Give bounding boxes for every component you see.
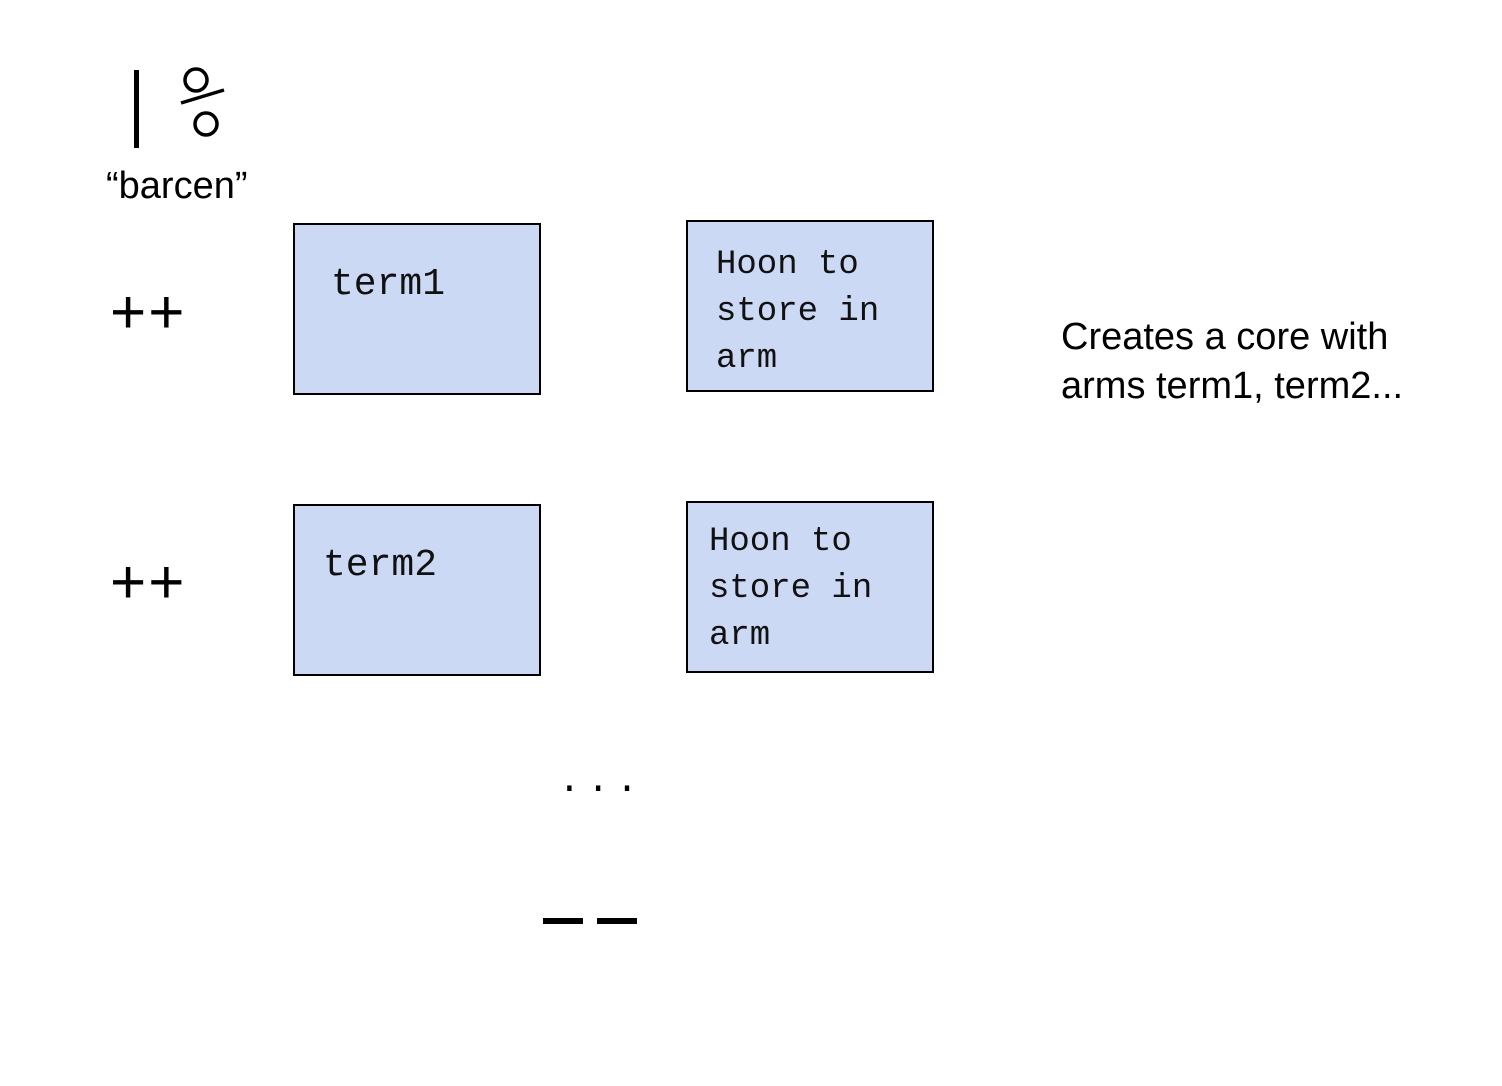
term-box-2: term2 [293, 504, 541, 676]
hoon-box-2: Hoon to store in arm [686, 501, 934, 673]
term-label-2: term2 [323, 544, 438, 587]
hoon-box-1: Hoon to store in arm [686, 220, 934, 392]
arm-marker-1: ++ [110, 278, 187, 347]
rune-bar-glyph [134, 70, 139, 148]
term-box-1: term1 [293, 223, 541, 395]
terminator-dash-1 [543, 918, 583, 924]
term-label-1: term1 [331, 263, 446, 306]
rune-name: “barcen” [106, 165, 248, 207]
terminator-dash-2 [597, 918, 637, 924]
rune-cen-glyph [180, 67, 225, 137]
description-text: Creates a core with arms term1, term2... [1061, 316, 1404, 407]
continuation-ellipsis: ... [558, 760, 645, 803]
arm-marker-2: ++ [110, 548, 187, 617]
